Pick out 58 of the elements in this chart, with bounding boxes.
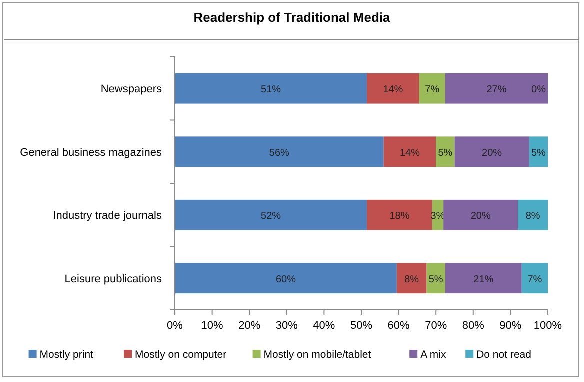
bar <box>396 263 427 294</box>
data-label: 60% <box>276 274 296 286</box>
bar <box>175 136 384 168</box>
data-label: 18% <box>390 211 410 222</box>
data-label: 21% <box>474 274 494 286</box>
bar <box>175 263 397 294</box>
data-label: 5% <box>428 274 444 286</box>
data-label: 5% <box>531 148 546 159</box>
bar <box>444 200 518 230</box>
data-label: 7% <box>425 84 440 96</box>
data-label: 20% <box>482 148 502 159</box>
bar <box>367 200 432 230</box>
legend-label: Mostly on computer <box>135 349 228 361</box>
bar <box>454 136 530 168</box>
y-tick-label: General business magazines <box>20 146 162 159</box>
data-label: 7% <box>528 274 542 286</box>
bar <box>445 73 548 104</box>
bar <box>384 136 436 168</box>
data-label: 27% <box>486 84 507 96</box>
bar <box>529 136 548 168</box>
bar <box>522 263 548 294</box>
bar <box>436 136 455 168</box>
data-label: 56% <box>269 148 290 159</box>
data-label: 14% <box>400 148 420 159</box>
bar <box>445 263 522 294</box>
y-tick-label: Leisure publications <box>64 273 162 286</box>
x-tick-label: 70% <box>425 320 448 332</box>
x-tick-label: 60% <box>388 320 410 332</box>
x-tick-label: 0% <box>167 320 184 332</box>
data-label: 52% <box>261 211 282 222</box>
legend-label: Mostly on mobile/tablet <box>264 349 372 361</box>
bar <box>175 200 368 230</box>
chart-title: Readership of Traditional Media <box>194 10 392 25</box>
legend-label: A mix <box>420 349 448 361</box>
y-tick-label: Industry trade journals <box>53 210 162 222</box>
data-label: 8% <box>404 274 420 286</box>
data-label: 20% <box>470 211 491 222</box>
data-label: 8% <box>526 211 540 222</box>
x-tick-label: 10% <box>201 320 224 332</box>
x-tick-label: 80% <box>462 320 485 332</box>
x-tick-label: 40% <box>313 320 336 332</box>
bar <box>518 200 548 230</box>
bar <box>175 73 368 104</box>
x-tick-label: 20% <box>238 320 261 332</box>
data-label: 0% <box>532 84 546 96</box>
x-tick-label: 100% <box>534 320 562 332</box>
x-tick-label: 30% <box>276 320 298 332</box>
data-label: 51% <box>261 84 282 96</box>
legend-label: Mostly print <box>40 349 94 361</box>
bar <box>426 263 446 294</box>
bar <box>367 73 420 104</box>
x-tick-label: 90% <box>500 320 522 332</box>
bar <box>419 73 446 104</box>
x-tick-label: 50% <box>350 320 373 332</box>
legend-label: Do not read <box>476 349 532 361</box>
data-label: 14% <box>383 84 404 96</box>
y-tick-label: Newspapers <box>100 84 162 96</box>
data-label: 5% <box>438 148 453 159</box>
